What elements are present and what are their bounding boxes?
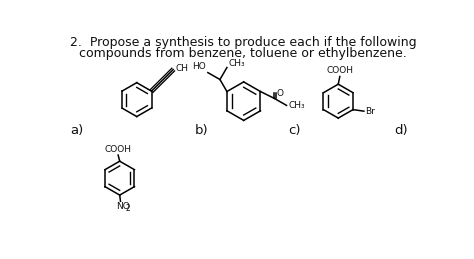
Text: Br: Br (365, 107, 374, 116)
Text: CH: CH (175, 63, 189, 73)
Text: NO: NO (117, 202, 130, 211)
Text: b): b) (195, 124, 209, 137)
Text: c): c) (288, 124, 301, 137)
Text: compounds from benzene, toluene or ethylbenzene.: compounds from benzene, toluene or ethyl… (79, 47, 407, 60)
Text: CH₃: CH₃ (288, 101, 305, 110)
Text: COOH: COOH (105, 145, 132, 154)
Text: d): d) (394, 124, 408, 137)
Text: O: O (277, 89, 284, 98)
Text: CH₃: CH₃ (228, 59, 245, 68)
Text: a): a) (70, 124, 83, 137)
Text: HO: HO (192, 62, 206, 71)
Text: 2.  Propose a synthesis to produce each if the following: 2. Propose a synthesis to produce each i… (70, 37, 416, 49)
Text: 2: 2 (126, 204, 131, 213)
Text: COOH: COOH (326, 66, 353, 75)
